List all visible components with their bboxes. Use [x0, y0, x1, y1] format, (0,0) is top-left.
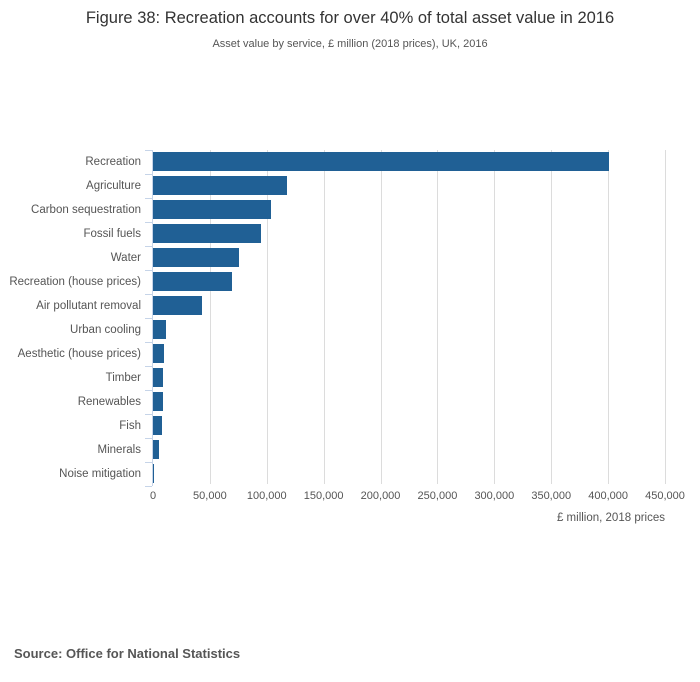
x-tick-label: 0	[149, 490, 157, 502]
category-label: Recreation	[85, 156, 141, 168]
category-label: Noise mitigation	[59, 468, 141, 480]
x-tick-label: 400,000	[588, 490, 628, 502]
plot-area	[145, 150, 666, 487]
y-axis-tick	[145, 246, 152, 247]
category-label: Water	[110, 252, 141, 264]
gridline	[436, 150, 438, 484]
category-label: Minerals	[97, 444, 141, 456]
x-tick-label: 300,000	[474, 490, 515, 502]
category-label: Renewables	[77, 396, 141, 408]
gridline	[493, 150, 495, 484]
gridline	[209, 150, 211, 484]
y-axis-tick	[145, 150, 152, 151]
category-label: Timber	[105, 372, 141, 384]
x-tick-label: 350,000	[531, 490, 572, 502]
bar-urban-cooling	[153, 320, 166, 339]
bar-agriculture	[153, 176, 288, 195]
gridline	[550, 150, 552, 484]
category-label: Recreation (house prices)	[9, 276, 141, 288]
y-axis-tick	[145, 462, 152, 463]
bar-timber	[153, 368, 164, 387]
category-label: Air pollutant removal	[36, 300, 141, 312]
y-axis-tick	[145, 294, 152, 295]
source-note: Source: Office for National Statistics	[14, 646, 241, 661]
bar-recreation	[153, 152, 610, 171]
bar-recreation-house-prices	[153, 272, 232, 291]
bar-water	[153, 248, 240, 267]
y-axis-tick	[145, 414, 152, 415]
gridline	[266, 150, 268, 484]
x-tick-label: 100,000	[246, 490, 287, 502]
x-tick-label: 50,000	[193, 490, 227, 502]
bar-renewables	[153, 392, 163, 411]
category-label: Carbon sequestration	[31, 204, 141, 216]
bar-fish	[153, 416, 163, 435]
y-axis-tick	[145, 318, 152, 319]
gridline	[323, 150, 325, 484]
y-axis-tick	[145, 486, 152, 487]
bar-carbon-sequestration	[153, 200, 272, 219]
x-tick-label: 250,000	[417, 490, 458, 502]
category-label: Urban cooling	[70, 324, 141, 336]
x-axis-title: £ million, 2018 prices	[556, 512, 665, 524]
category-label: Fossil fuels	[83, 228, 141, 240]
category-label: Agriculture	[86, 180, 141, 192]
chart-subtitle: Asset value by service, £ million (2018 …	[212, 38, 488, 50]
y-axis-tick	[145, 438, 152, 439]
gridline	[380, 150, 382, 484]
bar-fossil-fuels	[153, 224, 262, 243]
y-axis-tick	[145, 270, 152, 271]
bar-air-pollutant-removal	[153, 296, 202, 315]
y-axis-tick	[145, 390, 152, 391]
y-axis-tick	[145, 198, 152, 199]
x-tick-label: 450,000	[645, 490, 685, 502]
x-tick-label: 200,000	[360, 490, 401, 502]
y-axis-tick	[145, 222, 152, 223]
y-axis-tick	[145, 366, 152, 367]
bar-aesthetic-house-prices	[153, 344, 165, 363]
chart-title: Figure 38: Recreation accounts for over …	[85, 9, 615, 27]
y-axis-tick	[145, 342, 152, 343]
gridline	[607, 150, 609, 484]
y-axis-tick	[145, 174, 152, 175]
y-axis-line	[152, 150, 153, 486]
category-label: Fish	[119, 420, 141, 432]
x-tick-label: 150,000	[303, 490, 344, 502]
category-label: Aesthetic (house prices)	[17, 348, 141, 360]
gridline	[664, 150, 666, 484]
bar-minerals	[153, 440, 160, 459]
